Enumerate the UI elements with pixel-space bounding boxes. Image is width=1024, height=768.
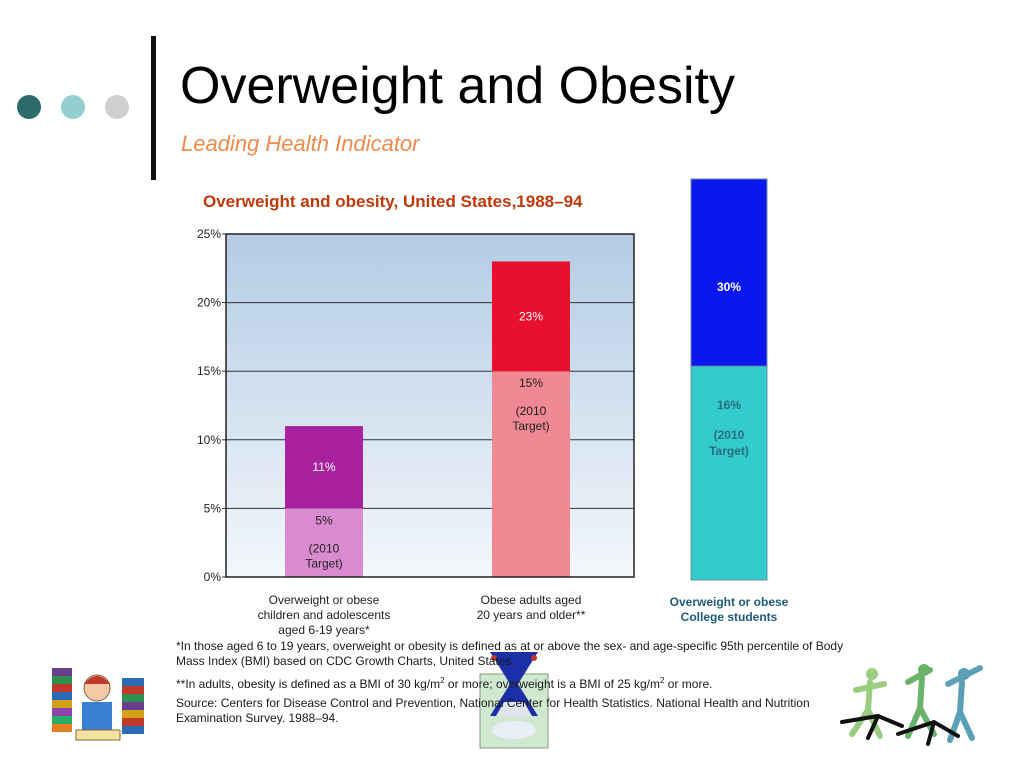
slide-title: Overweight and Obesity <box>180 57 735 115</box>
y-tick-label: 5% <box>204 501 222 515</box>
category-label: aged 6-19 years* <box>278 623 370 637</box>
bar-target <box>285 508 363 577</box>
category-label: College students <box>681 610 778 624</box>
y-tick-label: 0% <box>204 570 222 584</box>
dancers-clipart <box>840 664 983 746</box>
y-tick-label: 15% <box>197 364 221 378</box>
category-label: Obese adults aged <box>481 593 582 607</box>
y-tick-label: 10% <box>197 433 221 447</box>
bar-target <box>492 371 570 577</box>
bullet-dot-dark <box>17 95 41 119</box>
target-label: Target) <box>305 556 342 570</box>
value-label: 11% <box>312 460 335 474</box>
target-label: (2010 <box>714 428 745 442</box>
footnote-adults: **In adults, obesity is defined as a BMI… <box>176 676 713 691</box>
value-label: 30% <box>717 280 741 294</box>
target-label: (2010 <box>309 541 340 555</box>
bar-target <box>690 365 768 581</box>
y-tick-label: 25% <box>197 227 221 241</box>
category-label: Overweight or obese <box>269 593 380 607</box>
target-label: 15% <box>519 376 543 390</box>
category-label: 20 years and older** <box>477 608 586 622</box>
bar-value <box>492 261 570 372</box>
footnotes: *In those aged 6 to 19 years, overweight… <box>176 639 856 730</box>
bullet-dot-gray <box>105 95 129 119</box>
target-label: (2010 <box>516 404 547 418</box>
plot-frame <box>225 233 635 578</box>
target-label: Target) <box>512 419 549 433</box>
hourglass-clipart <box>479 652 549 749</box>
bar-value <box>690 178 768 367</box>
bar-value <box>285 426 363 509</box>
target-label: 16% <box>717 398 741 412</box>
footnote-source: Source: Centers for Disease Control and … <box>176 696 810 725</box>
slide-subtitle: Leading Health Indicator <box>181 131 420 156</box>
target-label: Target) <box>709 444 749 458</box>
footnote-children: *In those aged 6 to 19 years, overweight… <box>176 639 844 668</box>
student-books-clipart <box>52 668 144 741</box>
chart-title: Overweight and obesity, United States,19… <box>203 192 583 211</box>
category-label: children and adolescents <box>258 608 391 622</box>
title-divider <box>151 36 156 180</box>
target-label: 5% <box>315 513 333 527</box>
category-label: Overweight or obese <box>670 595 789 609</box>
value-label: 23% <box>519 309 543 323</box>
bullet-dot-teal <box>61 95 85 119</box>
y-tick-label: 20% <box>197 296 221 310</box>
